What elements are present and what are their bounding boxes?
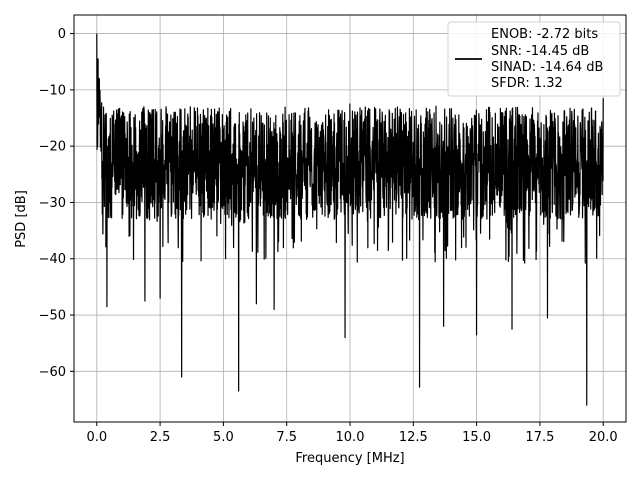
y-tick-label: −40 — [39, 252, 66, 267]
y-tick-label: 0 — [58, 27, 66, 42]
legend-entry-sfdr: SFDR: 1.32 — [491, 76, 563, 91]
legend-entry-enob: ENOB: -2.72 bits — [491, 27, 598, 42]
y-tick-label: −20 — [39, 140, 66, 155]
y-tick-label: −10 — [39, 83, 66, 98]
legend-entry-sinad: SINAD: -14.64 dB — [491, 60, 603, 75]
y-axis-ticks: 0 −10 −20 −30 −40 −50 −60 — [39, 27, 74, 380]
y-axis-title: PSD [dB] — [14, 190, 29, 248]
x-tick-label: 12.5 — [399, 430, 428, 445]
x-tick-label: 7.5 — [276, 430, 297, 445]
plot-area — [96, 33, 604, 406]
legend: ENOB: -2.72 bits SNR: -14.45 dB SINAD: -… — [447, 21, 621, 97]
legend-box — [447, 21, 621, 97]
x-tick-label: 0.0 — [86, 430, 107, 445]
x-tick-label: 15.0 — [462, 430, 491, 445]
x-tick-label: 10.0 — [336, 430, 365, 445]
y-tick-label: −50 — [39, 309, 66, 324]
x-axis-ticks: 0.0 2.5 5.0 7.5 10.0 12.5 15.0 17.5 20.0 — [86, 422, 618, 445]
y-tick-label: −60 — [39, 365, 66, 380]
x-tick-label: 17.5 — [525, 430, 554, 445]
psd-series-line — [96, 33, 604, 406]
x-axis-title: Frequency [MHz] — [295, 451, 404, 466]
x-tick-label: 2.5 — [150, 430, 171, 445]
x-tick-label: 5.0 — [213, 430, 234, 445]
legend-entry-snr: SNR: -14.45 dB — [491, 44, 589, 59]
x-tick-label: 20.0 — [589, 430, 618, 445]
y-tick-label: −30 — [39, 196, 66, 211]
